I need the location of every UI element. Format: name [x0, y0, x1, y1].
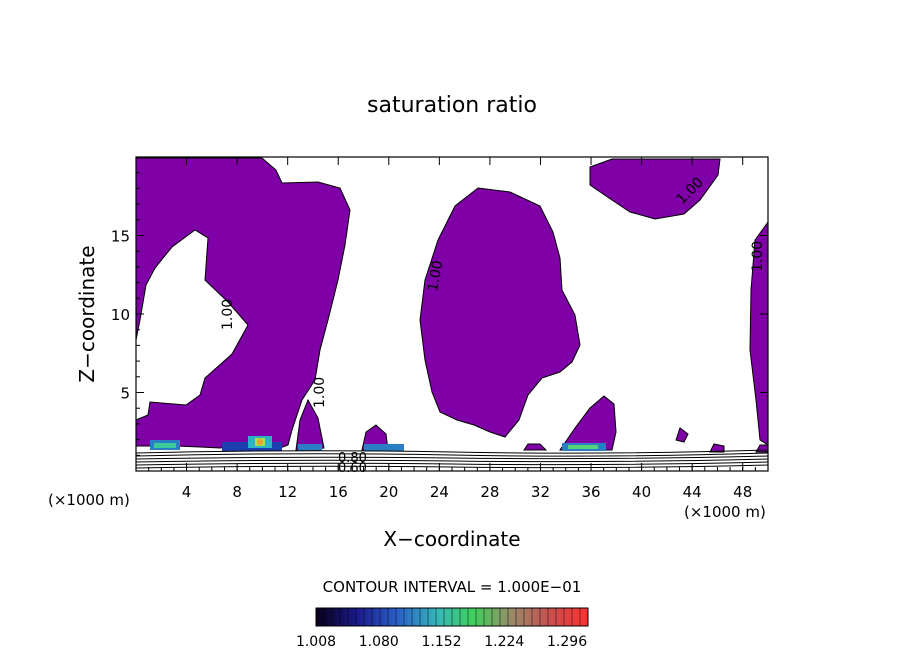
contour-interval: CONTOUR INTERVAL = 1.000E−01 [323, 578, 582, 596]
colorbar: 1.008 1.080 1.152 1.224 1.296 [296, 607, 589, 650]
colorbar-tick-label: 1.152 [421, 634, 461, 650]
region-plume-36 [559, 395, 617, 451]
y-tick-label: 5 [120, 385, 130, 403]
band-10-peak [257, 439, 263, 445]
colorbar-gradient [315, 607, 589, 627]
y-tick-label: 10 [111, 306, 130, 324]
saturation-fill-regions [135, 157, 769, 453]
y-axis: 5 10 15 [111, 172, 768, 456]
saturation-highlights [150, 436, 606, 451]
contour-label: 1.00 [425, 259, 446, 292]
x-tick-label: 12 [278, 483, 297, 501]
band-14 [298, 444, 322, 451]
band-left-core [154, 443, 176, 448]
region-blob-46 [709, 443, 725, 453]
x-tick-label: 28 [480, 483, 499, 501]
x-axis: 4 8 12 16 20 24 28 32 36 40 44 48 [148, 157, 756, 501]
y-tick-label: 15 [111, 228, 130, 246]
contour-label: 1.00 [220, 299, 236, 330]
x-unit-left: (×1000 m) [48, 491, 130, 509]
contour-label: 0.80 [338, 451, 367, 466]
region-right-edge [749, 220, 769, 446]
region-left-large [135, 157, 351, 449]
x-axis-label: X−coordinate [383, 527, 520, 551]
plot-area: 1.00 1.00 1.00 1.00 1.00 0.80 0.60 [135, 156, 769, 476]
surface-contours [135, 449, 769, 469]
region-center-large [419, 187, 581, 438]
region-plume-32 [523, 443, 548, 451]
x-tick-label: 16 [329, 483, 348, 501]
x-tick-label: 32 [531, 483, 550, 501]
x-tick-label: 40 [632, 483, 651, 501]
x-unit-right: (×1000 m) [684, 503, 766, 521]
x-tick-label: 20 [379, 483, 398, 501]
colorbar-tick-label: 1.296 [547, 634, 587, 650]
colorbar-stripes [323, 608, 581, 626]
x-tick-label: 24 [430, 483, 449, 501]
chart-title: saturation ratio [367, 93, 537, 118]
colorbar-tick-labels: 1.008 1.080 1.152 1.224 1.296 [296, 634, 587, 650]
colorbar-tick-label: 1.008 [296, 634, 336, 650]
colorbar-tick-label: 1.080 [359, 634, 399, 650]
region-top-right [589, 158, 721, 220]
x-tick-label: 36 [581, 483, 600, 501]
contour-label: 0.60 [338, 461, 367, 476]
x-tick-label: 4 [182, 483, 192, 501]
x-tick-label: 8 [232, 483, 242, 501]
contour-label: 1.00 [312, 377, 328, 408]
band-36-core [568, 445, 598, 449]
region-blob-44 [675, 427, 689, 443]
y-axis-label: Z−coordinate [75, 245, 99, 382]
contour-label: 1.00 [750, 241, 766, 272]
band-19 [364, 444, 404, 451]
x-tick-label: 44 [683, 483, 702, 501]
x-tick-label: 48 [733, 483, 752, 501]
colorbar-tick-label: 1.224 [484, 634, 524, 650]
